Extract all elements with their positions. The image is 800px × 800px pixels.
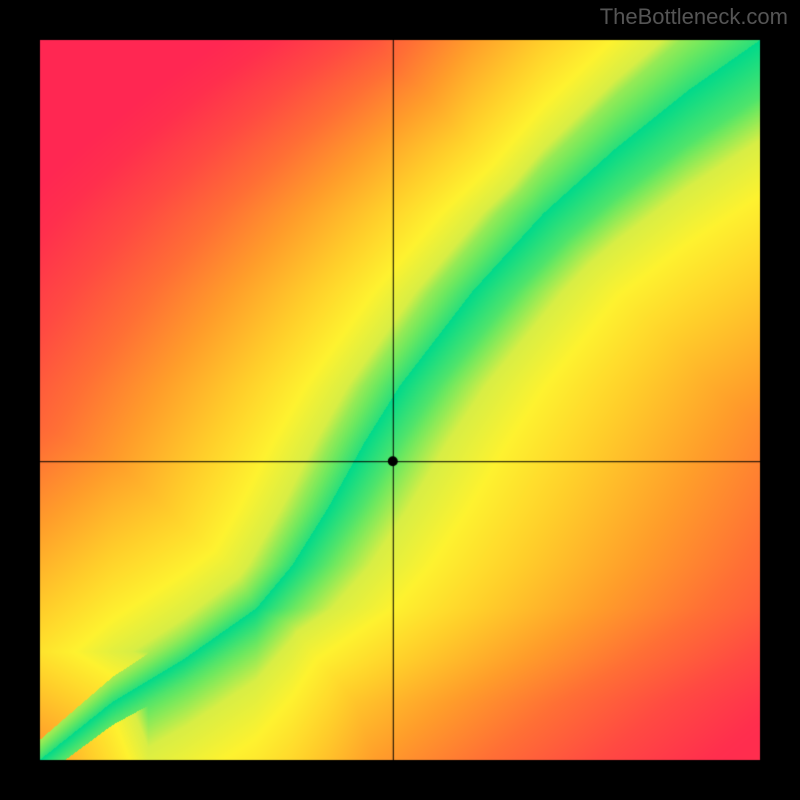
heatmap-canvas — [0, 0, 800, 800]
watermark-text: TheBottleneck.com — [600, 4, 788, 30]
chart-container: TheBottleneck.com — [0, 0, 800, 800]
